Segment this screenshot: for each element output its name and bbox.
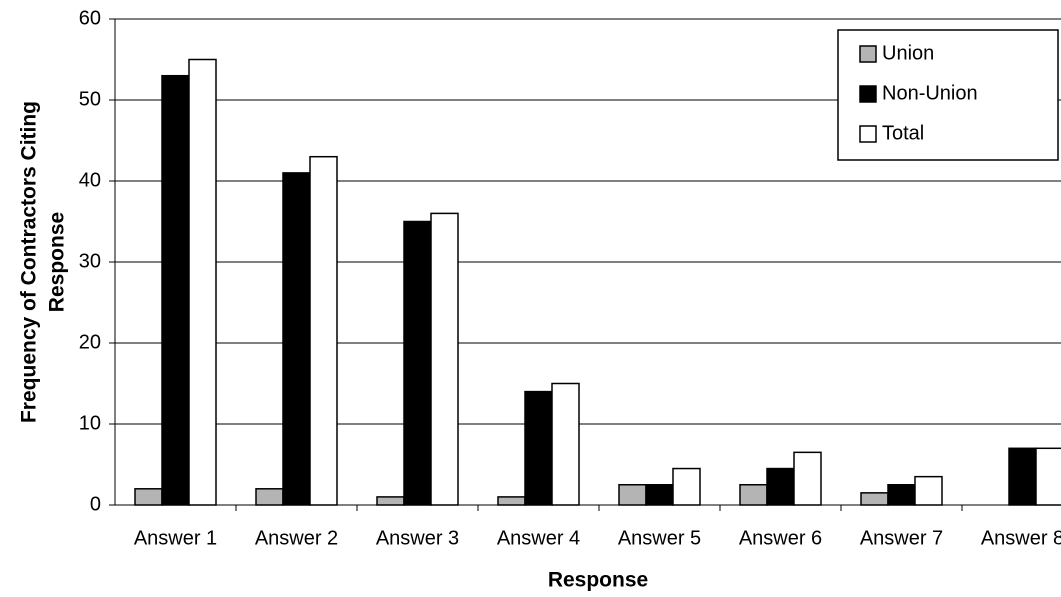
bar <box>524 390 553 506</box>
bar <box>430 212 459 506</box>
legend-label: Union <box>882 42 934 64</box>
legend-label: Non-Union <box>882 82 978 104</box>
legend-label: Total <box>882 122 924 144</box>
bar <box>672 467 701 506</box>
bar <box>1035 447 1061 506</box>
x-tick-label: Answer 1 <box>134 527 217 549</box>
x-axis-title: Response <box>548 569 648 592</box>
bar <box>887 484 916 506</box>
y-axis-title: Frequency of Contractors Citing Response <box>18 101 69 423</box>
bar <box>497 496 526 506</box>
bar <box>188 58 217 506</box>
bar <box>793 451 822 506</box>
bar <box>766 467 795 506</box>
bar <box>134 488 163 506</box>
y-tick-label: 30 <box>79 250 101 272</box>
bar <box>403 220 432 506</box>
legend-swatch <box>859 85 877 103</box>
bar <box>860 492 889 506</box>
x-tick-label: Answer 7 <box>860 527 943 549</box>
y-tick-label: 40 <box>79 169 101 191</box>
bar <box>914 475 943 506</box>
y-tick-label: 50 <box>79 88 101 110</box>
bar <box>618 484 647 506</box>
x-tick-label: Answer 2 <box>255 527 338 549</box>
x-tick-label: Answer 3 <box>376 527 459 549</box>
y-tick-label: 60 <box>79 7 101 29</box>
y-axis-title-line: Frequency of Contractors Citing <box>18 101 41 423</box>
y-tick-label: 0 <box>90 493 101 515</box>
bar <box>309 155 338 506</box>
bar <box>739 484 768 506</box>
bar <box>551 382 580 506</box>
bar <box>376 496 405 506</box>
bar <box>161 74 190 506</box>
legend-swatch <box>859 45 877 63</box>
bar <box>282 172 311 506</box>
bar <box>255 488 284 506</box>
x-tick-label: Answer 8 <box>981 527 1061 549</box>
bar <box>645 484 674 506</box>
x-tick-label: Answer 6 <box>739 527 822 549</box>
x-tick-label: Answer 4 <box>497 527 580 549</box>
legend-swatch <box>859 125 877 143</box>
y-tick-label: 20 <box>79 331 101 353</box>
y-axis-title-line: Response <box>46 212 69 312</box>
y-tick-label: 10 <box>79 412 101 434</box>
x-tick-label: Answer 5 <box>618 527 701 549</box>
bar <box>1008 447 1037 506</box>
